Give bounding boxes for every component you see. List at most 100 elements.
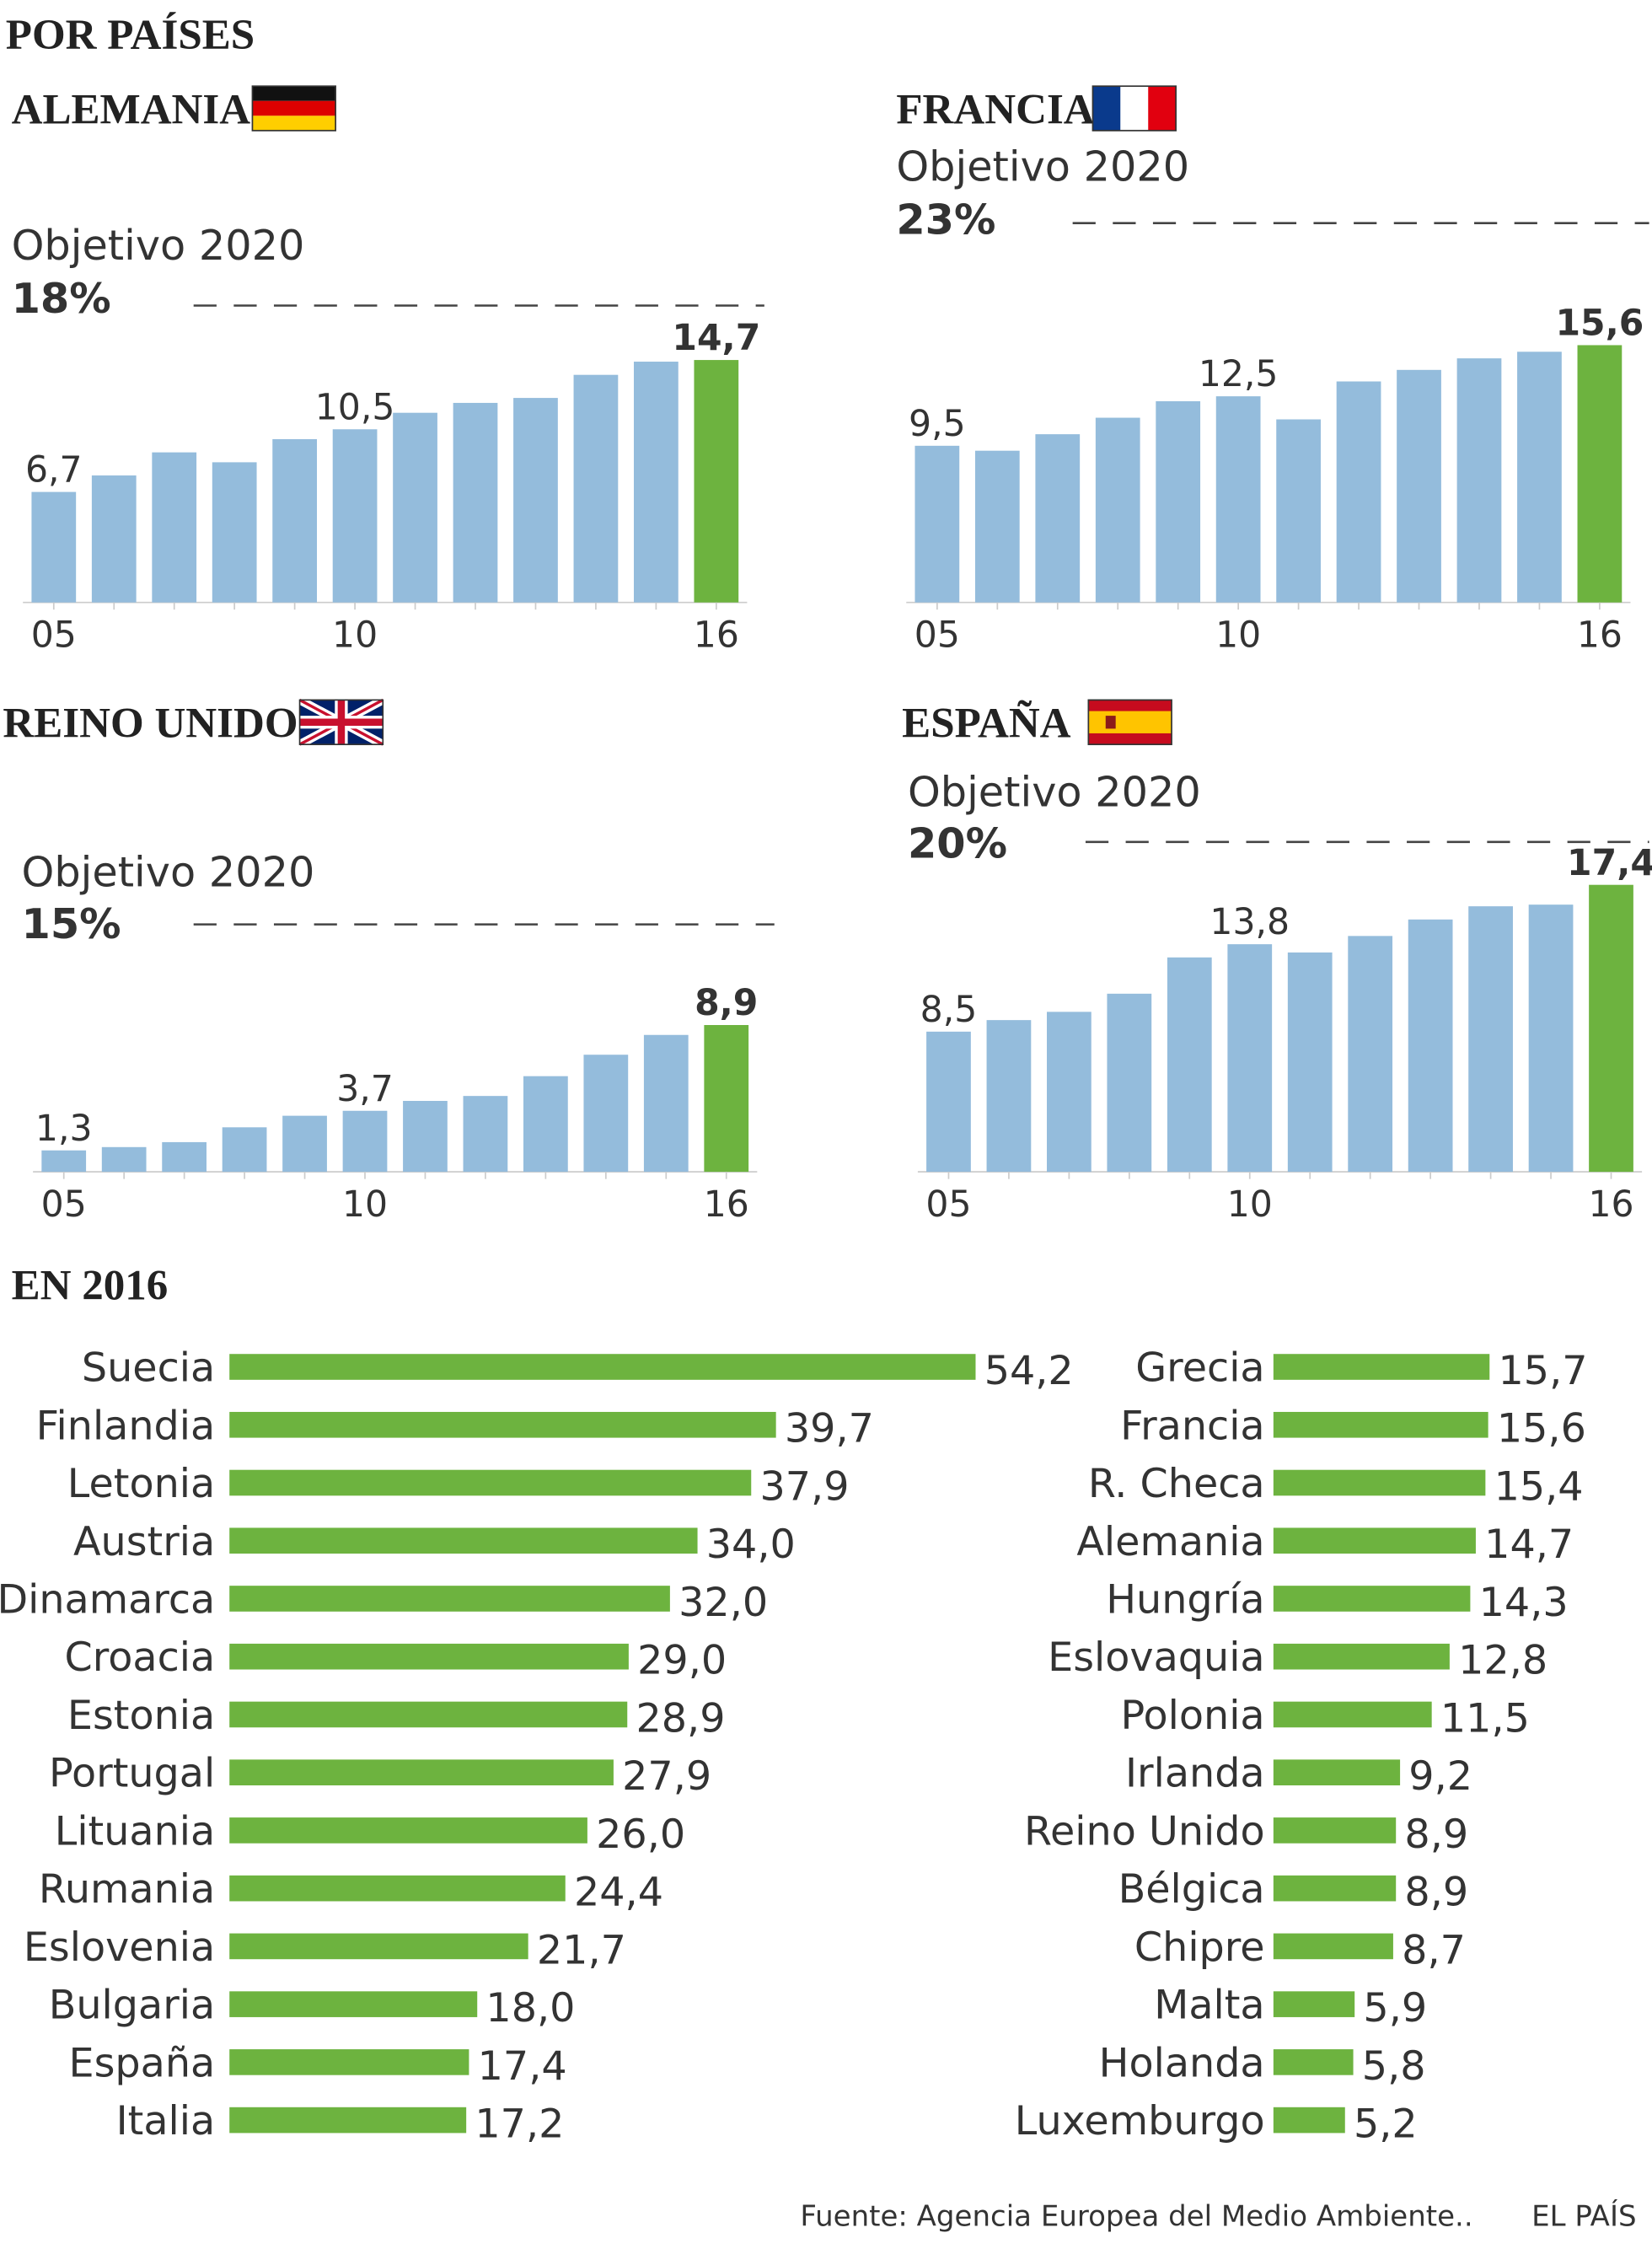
value-label: 5,9 bbox=[1363, 1985, 1427, 2032]
flag-stripe bbox=[1120, 86, 1149, 131]
bar bbox=[342, 1110, 388, 1173]
value-label: 13,8 bbox=[1210, 902, 1290, 943]
bar bbox=[1273, 1875, 1397, 1902]
category-label: Bélgica bbox=[1118, 1866, 1265, 1913]
bar bbox=[1408, 919, 1453, 1173]
bar bbox=[229, 2049, 469, 2075]
x-tick-label: 05 bbox=[914, 615, 960, 656]
category-label: Luxemburgo bbox=[1015, 2098, 1265, 2144]
value-label: 24,4 bbox=[574, 1870, 663, 1916]
target-value-label: 20% bbox=[908, 819, 1007, 868]
flag-stripe bbox=[1092, 86, 1121, 131]
value-label: 28,9 bbox=[636, 1695, 725, 1742]
bar bbox=[272, 438, 318, 603]
value-label: 3,7 bbox=[336, 1069, 394, 1110]
bar bbox=[1227, 944, 1273, 1173]
value-label: 8,9 bbox=[1404, 1812, 1468, 1858]
target-value-label: 23% bbox=[896, 195, 995, 244]
value-label: 15,7 bbox=[1498, 1348, 1587, 1394]
bar bbox=[1273, 1701, 1432, 1728]
bar bbox=[1273, 1586, 1471, 1612]
category-label: Bulgaria bbox=[49, 1983, 216, 2029]
target-label: Objetivo 2020 bbox=[908, 767, 1201, 816]
x-tick-label: 10 bbox=[1227, 1184, 1273, 1226]
value-label: 9,2 bbox=[1408, 1753, 1472, 1800]
bar bbox=[1287, 952, 1333, 1173]
value-label: 8,9 bbox=[1404, 1870, 1468, 1916]
bar bbox=[229, 2107, 467, 2134]
bar bbox=[229, 1817, 587, 1844]
bar bbox=[1336, 381, 1381, 603]
category-label: Finlandia bbox=[36, 1403, 216, 1449]
value-label: 11,5 bbox=[1440, 1695, 1530, 1742]
bar bbox=[229, 1701, 628, 1728]
bar bbox=[229, 1354, 976, 1380]
category-label: Letonia bbox=[67, 1461, 215, 1507]
bar bbox=[229, 1411, 776, 1438]
value-label: 8,9 bbox=[695, 983, 758, 1024]
category-label: Reino Unido bbox=[1024, 1808, 1265, 1854]
category-label: Irlanda bbox=[1125, 1751, 1265, 1797]
bar bbox=[1273, 1643, 1450, 1670]
category-label: Alemania bbox=[1076, 1519, 1264, 1565]
bar bbox=[1577, 345, 1622, 603]
bar bbox=[986, 1020, 1032, 1173]
flag bbox=[298, 695, 385, 749]
x-tick-label: 10 bbox=[1215, 615, 1261, 656]
value-label: 32,0 bbox=[678, 1580, 768, 1626]
bar bbox=[704, 1025, 749, 1173]
value-label: 15,4 bbox=[1494, 1463, 1584, 1510]
value-label: 12,8 bbox=[1458, 1638, 1547, 1684]
bar bbox=[1273, 1354, 1490, 1380]
bar bbox=[1517, 352, 1562, 603]
chart-title: ESPAÑA bbox=[902, 700, 1071, 748]
flag bbox=[1092, 85, 1177, 132]
bar bbox=[229, 1933, 528, 1960]
bar bbox=[1273, 1759, 1401, 1785]
bar bbox=[229, 1875, 566, 1902]
category-label: Francia bbox=[1120, 1403, 1264, 1449]
bar bbox=[1528, 904, 1574, 1173]
category-label: Eslovaquia bbox=[1048, 1634, 1264, 1681]
category-label: Italia bbox=[116, 2098, 216, 2144]
bar bbox=[1276, 419, 1321, 603]
value-label: 9,5 bbox=[909, 404, 966, 445]
chart-title: REINO UNIDO bbox=[3, 700, 298, 748]
bar bbox=[1273, 1411, 1488, 1438]
bar bbox=[1273, 1991, 1355, 2017]
value-label: 18,0 bbox=[485, 1985, 575, 2032]
bar bbox=[694, 360, 739, 603]
bar bbox=[1167, 957, 1212, 1173]
bar bbox=[229, 1643, 629, 1670]
category-label: Chipre bbox=[1134, 1924, 1265, 1971]
target-label: Objetivo 2020 bbox=[896, 142, 1189, 191]
bar bbox=[513, 398, 558, 603]
x-tick-label: 05 bbox=[31, 615, 77, 656]
bar bbox=[453, 402, 498, 603]
x-tick-label: 05 bbox=[41, 1184, 87, 1226]
bar bbox=[41, 1150, 87, 1173]
category-label: Suecia bbox=[82, 1345, 215, 1392]
bar bbox=[643, 1034, 689, 1173]
bar bbox=[1156, 400, 1201, 603]
bar bbox=[282, 1115, 327, 1173]
bar bbox=[229, 1469, 752, 1496]
value-label: 21,7 bbox=[537, 1927, 626, 1973]
category-label: Dinamarca bbox=[0, 1576, 215, 1623]
value-label: 8,7 bbox=[1402, 1927, 1466, 1973]
bar bbox=[229, 1586, 670, 1612]
category-label: R. Checa bbox=[1088, 1461, 1265, 1507]
bar bbox=[91, 475, 137, 603]
value-label: 5,8 bbox=[1362, 2043, 1426, 2090]
section-title: POR PAÍSES bbox=[6, 12, 255, 59]
bar bbox=[1215, 396, 1261, 603]
category-label: Eslovenia bbox=[24, 1924, 215, 1971]
value-label: 17,2 bbox=[475, 2101, 564, 2148]
bar bbox=[212, 462, 257, 603]
flag-border bbox=[1087, 699, 1172, 745]
flag-border bbox=[298, 699, 384, 745]
value-label: 1,3 bbox=[35, 1108, 93, 1150]
flag-border bbox=[251, 85, 336, 132]
bar bbox=[1397, 369, 1441, 603]
